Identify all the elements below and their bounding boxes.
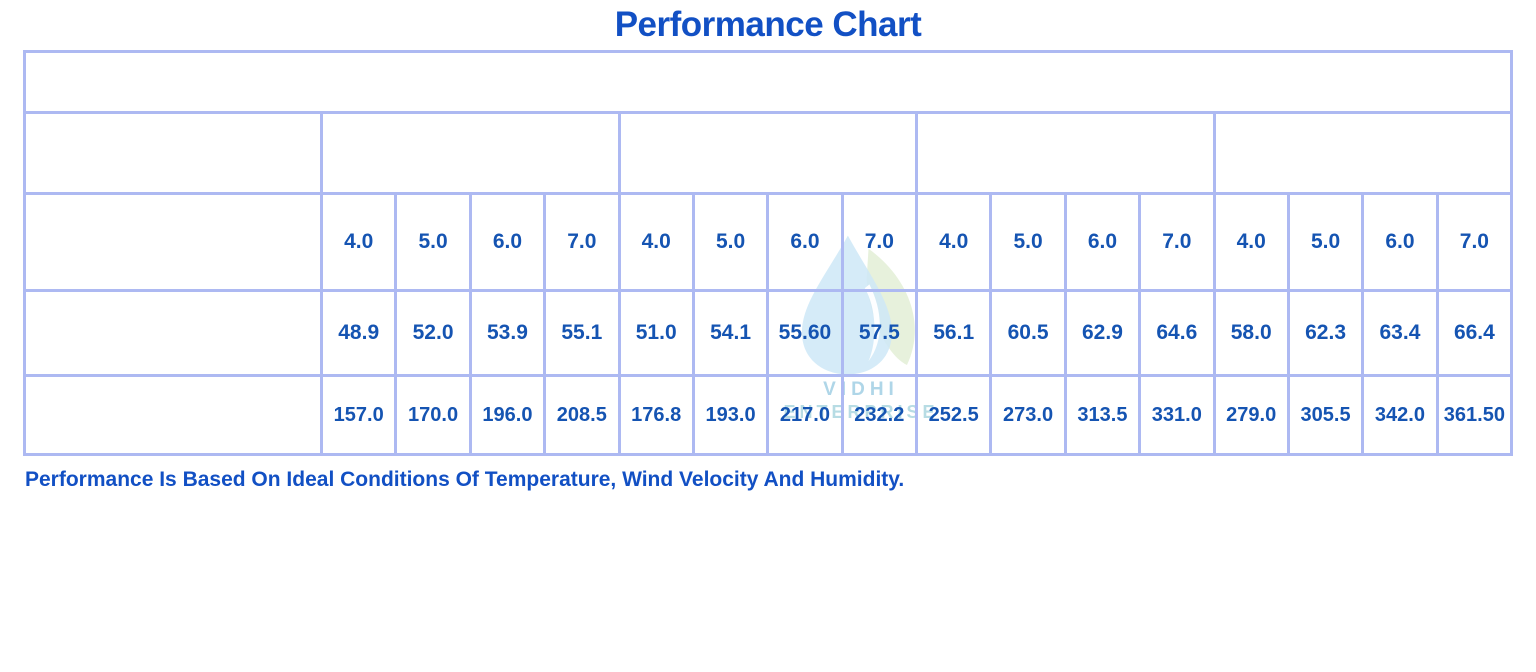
model-row: VBS0125PC [22, 50, 1514, 114]
pressure-value: 5.0 [394, 192, 472, 292]
diameter-value: 57.5 [840, 289, 919, 377]
discharge-value: 305.5 [1286, 374, 1365, 456]
diameter-value: 52.0 [394, 289, 472, 377]
row-label-nozzle-size: Nozzle Size In (mm) [23, 111, 323, 195]
pressure-value: 7.0 [840, 192, 919, 292]
diameter-value: 51.0 [617, 289, 695, 377]
nozzle-size-header: 13.5*5.5 [1212, 111, 1514, 195]
discharge-value: 313.5 [1063, 374, 1142, 456]
diameter-value: 63.4 [1361, 289, 1439, 377]
model-header: VBS0125PC [22, 50, 1514, 114]
discharge-value: 217.0 [766, 374, 844, 456]
nozzle-size-header: 10.3*5.5 [617, 111, 918, 195]
discharge-value: 176.8 [617, 374, 695, 456]
diameter-value: 62.9 [1063, 289, 1142, 377]
pressure-value: 7.0 [1138, 192, 1216, 292]
discharge-value: 208.5 [543, 374, 621, 456]
diameter-value: 55.60 [766, 289, 844, 377]
discharge-value: 170.0 [394, 374, 472, 456]
pressure-row: Pressure In (Kg/Cm²) 4.0 5.0 6.0 7.0 4.0… [23, 192, 1514, 292]
discharge-value: 232.2 [840, 374, 919, 456]
pressure-value: 6.0 [468, 192, 547, 292]
diameter-value: 48.9 [319, 289, 398, 377]
pressure-value: 4.0 [319, 192, 398, 292]
discharge-value: 157.0 [319, 374, 398, 456]
diameter-value: 64.6 [1138, 289, 1216, 377]
diameter-value: 53.9 [468, 289, 547, 377]
pressure-value: 6.0 [766, 192, 844, 292]
discharge-value: 331.0 [1138, 374, 1216, 456]
pressure-value: 4.0 [1212, 192, 1290, 292]
page-title: Performance Chart [614, 5, 922, 44]
pressure-value: 7.0 [543, 192, 621, 292]
discharge-value: 273.0 [989, 374, 1067, 456]
discharge-value: 193.0 [691, 374, 770, 456]
performance-table-zone: VIDHI ENTERPRISE VBS0125PC Nozzle Size I… [22, 50, 1514, 456]
discharge-value: 342.0 [1361, 374, 1439, 456]
pressure-value: 5.0 [1286, 192, 1365, 292]
discharge-value: 279.0 [1212, 374, 1290, 456]
pressure-value: 7.0 [1435, 192, 1514, 292]
pressure-value: 6.0 [1361, 192, 1439, 292]
nozzle-size-row: Nozzle Size In (mm) 9.5*5.5 10.3*5.5 12.… [23, 111, 1514, 195]
nozzle-size-header: 12.7*5.5 [915, 111, 1216, 195]
pressure-value: 5.0 [989, 192, 1067, 292]
row-label-diameter: Diameter in Meter [23, 289, 323, 377]
diameter-value: 56.1 [914, 289, 993, 377]
pressure-value: 4.0 [914, 192, 993, 292]
pressure-value: 5.0 [691, 192, 770, 292]
discharge-value: 196.0 [468, 374, 547, 456]
pressure-value: 4.0 [617, 192, 695, 292]
diameter-value: 66.4 [1435, 289, 1514, 377]
diameter-value: 55.1 [543, 289, 621, 377]
pressure-value: 6.0 [1063, 192, 1142, 292]
discharge-value: 361.50 [1435, 374, 1514, 456]
discharge-row: Discharge In LPM 157.0 170.0 196.0 208.5… [23, 374, 1514, 456]
performance-table: VBS0125PC Nozzle Size In (mm) 9.5*5.5 10… [22, 50, 1514, 456]
diameter-row: Diameter in Meter 48.9 52.0 53.9 55.1 51… [23, 289, 1514, 377]
diameter-value: 54.1 [691, 289, 770, 377]
diameter-value: 62.3 [1286, 289, 1365, 377]
footnote-text: Performance Is Based On Ideal Conditions… [25, 468, 905, 491]
diameter-value: 58.0 [1212, 289, 1290, 377]
nozzle-size-header: 9.5*5.5 [320, 111, 621, 195]
row-label-pressure: Pressure In (Kg/Cm²) [23, 192, 323, 292]
row-label-discharge: Discharge In LPM [23, 374, 323, 456]
discharge-value: 252.5 [914, 374, 993, 456]
diameter-value: 60.5 [989, 289, 1067, 377]
